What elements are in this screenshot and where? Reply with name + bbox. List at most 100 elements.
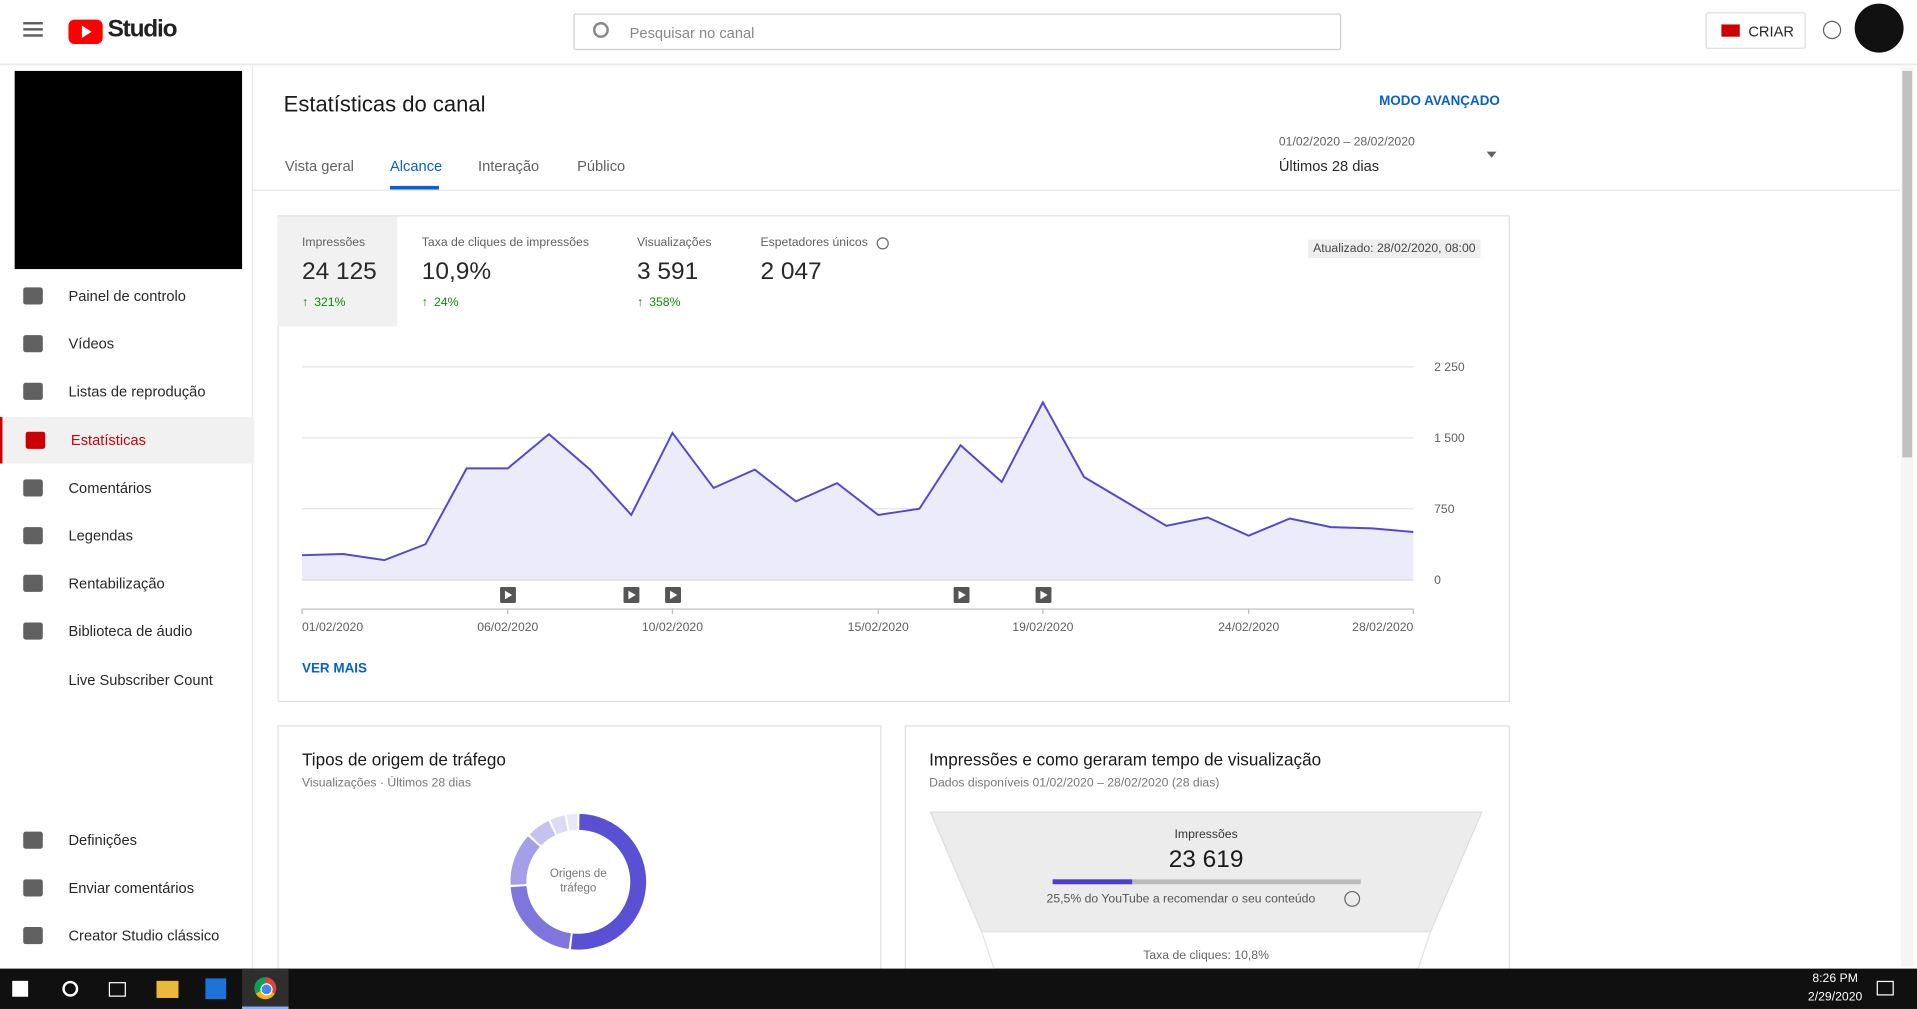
nav-item[interactable]: Painel de controlo	[0, 273, 252, 319]
funnel-label: Impressões	[1174, 827, 1238, 842]
nav-label: Rentabilização	[68, 575, 165, 593]
notifications[interactable]	[1876, 980, 1894, 996]
line-chart: 0 750 1 500 2 250 01/02/2020 06/02/2020 10/02/…	[301, 360, 1465, 634]
nav-icon	[23, 383, 43, 401]
start-button[interactable]	[12, 980, 29, 997]
x-tick-label: 15/02/2020	[848, 620, 909, 634]
clock-date: 2/29/2020	[1807, 990, 1863, 1005]
x-tick-label: 10/02/2020	[642, 620, 703, 634]
nav-label: Enviar comentários	[68, 879, 195, 897]
create-button[interactable]: CRIAR	[1705, 12, 1806, 49]
metric-arrow: ↑	[636, 295, 644, 310]
advanced-mode[interactable]: MODO AVANÇADO	[1379, 94, 1500, 109]
donut-segment	[550, 815, 568, 835]
nav-item[interactable]: Live Subscriber Count	[0, 656, 252, 702]
reach-card	[277, 215, 1510, 703]
nav-icon	[23, 622, 43, 641]
nav-icon	[23, 335, 43, 353]
channel-image	[14, 70, 243, 270]
donut-segment	[570, 813, 647, 950]
funnel-title: Impressões e como geraram tempo de visua…	[929, 749, 1322, 770]
nav-label: Estatísticas	[70, 431, 146, 449]
metric-tab[interactable]: Impressões 24 125 ↑ 321%	[277, 216, 398, 327]
traffic-title: Tipos de origem de tráfego	[301, 749, 506, 770]
search-placeholder: Pesquisar no canal	[629, 24, 755, 42]
donut-segment	[566, 813, 578, 831]
nav-label: Listas de reprodução	[68, 383, 206, 401]
x-tick-label: 19/02/2020	[1012, 620, 1073, 634]
sidebar: Painel de controlo Vídeos Listas de reprod…	[0, 64, 255, 969]
nav-item[interactable]: Enviar comentários	[0, 865, 252, 911]
help-button[interactable]	[1822, 20, 1842, 40]
see-more[interactable]: VER MAIS	[301, 661, 368, 677]
tab[interactable]: Público	[577, 157, 626, 175]
nav-item[interactable]: Rentabilização	[0, 560, 252, 606]
info-icon	[876, 237, 889, 250]
metric-tab[interactable]: Espetadores únicos 2 047	[736, 216, 889, 326]
calendar-icon[interactable]	[205, 978, 227, 1000]
clock-time: 8:26 PM	[1812, 972, 1858, 986]
area-fill	[301, 402, 1414, 580]
metric-label: Taxa de cliques de impressões	[421, 236, 589, 250]
metric-change: 321%	[314, 295, 346, 310]
metric-value: 3 591	[636, 258, 699, 285]
taskbar: 8:26 PM 2/29/2020	[0, 968, 1917, 1009]
nav-icon	[23, 287, 43, 305]
metric-arrow: ↑	[421, 295, 428, 310]
logo-icon	[68, 19, 103, 45]
nav-item[interactable]: Vídeos	[0, 321, 252, 367]
donut-chart	[510, 813, 647, 950]
page-title: Estatísticas do canal	[283, 91, 486, 117]
x-tick-label: 01/02/2020	[302, 620, 363, 634]
line	[301, 400, 1414, 562]
metric-arrow: ↑	[301, 295, 309, 310]
scrollbar[interactable]	[1901, 67, 1914, 967]
nav-item[interactable]: Estatísticas	[0, 416, 255, 464]
nav-icon	[23, 879, 43, 897]
metric-change: 358%	[649, 295, 681, 310]
search-box[interactable]: Pesquisar no canal	[573, 13, 1342, 51]
funnel-subtitle: Dados disponíveis 01/02/2020 – 28/02/202…	[929, 776, 1220, 791]
y-tick-label: 2 250	[1434, 360, 1465, 374]
nav-icon	[25, 431, 46, 449]
metric-label: Espetadores únicos	[760, 236, 868, 250]
nav-item[interactable]: Legendas	[0, 512, 252, 558]
funnel-ctr: Taxa de cliques: 10,8%	[1143, 949, 1269, 963]
tab[interactable]: Vista geral	[284, 157, 354, 175]
funnel-note: 25,5% do YouTube a recomendar o seu cont…	[1046, 892, 1316, 907]
metric-tab[interactable]: Visualizações 3 591 ↑ 358%	[613, 216, 735, 326]
y-tick-label: 0	[1434, 573, 1441, 587]
tab[interactable]: Alcance	[390, 157, 443, 175]
nav-item[interactable]: Biblioteca de áudio	[0, 608, 252, 654]
period-dropdown[interactable]	[1486, 151, 1497, 158]
tab-underline	[390, 185, 439, 190]
menu-button[interactable]	[23, 22, 43, 25]
nav-label: Biblioteca de áudio	[68, 622, 193, 641]
explorer-icon[interactable]	[156, 980, 179, 998]
traffic-subtitle: Visualizações · Últimos 28 dias	[301, 776, 471, 791]
divider	[253, 189, 1900, 191]
nav-item[interactable]: Listas de reprodução	[0, 369, 252, 415]
period[interactable]: Últimos 28 dias	[1278, 157, 1380, 175]
x-tick-label: 24/02/2020	[1218, 620, 1279, 634]
x-tick-label: 28/02/2020	[1352, 620, 1413, 634]
nav-item[interactable]: Definições	[0, 817, 252, 863]
task-view[interactable]	[108, 982, 126, 997]
logo-text[interactable]: Studio	[107, 15, 178, 43]
video-markers	[500, 587, 1052, 603]
donut-segment	[529, 820, 556, 846]
nav-label: Comentários	[68, 479, 152, 497]
donut-segment	[510, 836, 541, 885]
tab[interactable]: Interação	[478, 157, 540, 175]
nav-icon	[23, 479, 43, 497]
chrome-icon[interactable]	[242, 968, 289, 1009]
metric-label: Impressões	[301, 236, 366, 250]
updated-label: Atualizado: 28/02/2020, 08:00	[1308, 239, 1481, 259]
nav-item[interactable]: Creator Studio clássico	[0, 913, 252, 959]
metric-tab[interactable]: Taxa de cliques de impressões 10,9% ↑ 24%	[397, 216, 612, 326]
search-icon[interactable]	[62, 980, 79, 997]
funnel-shape	[929, 811, 1483, 969]
nav-item[interactable]: Comentários	[0, 464, 252, 510]
avatar[interactable]	[1854, 3, 1904, 53]
